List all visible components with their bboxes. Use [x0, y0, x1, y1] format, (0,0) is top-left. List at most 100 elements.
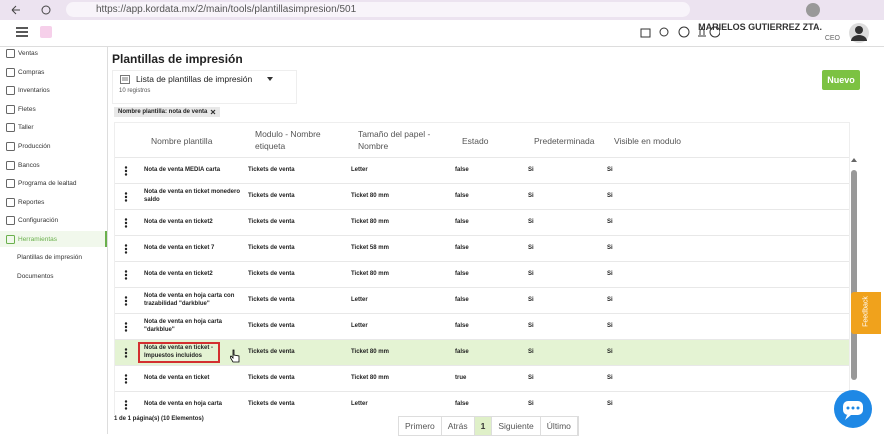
table-cell: Ticket 58 mm [351, 244, 389, 251]
table-row[interactable]: Nota de venta en hoja carta con trazabil… [115, 287, 849, 313]
table-cell: Nota de venta en ticket2 [144, 270, 213, 277]
row-menu[interactable] [124, 314, 130, 339]
table-cell: Si [607, 296, 613, 303]
table-row[interactable]: Nota de venta en hoja carta "darkblue" Ti… [115, 313, 849, 339]
row-menu[interactable] [124, 210, 130, 235]
page-button[interactable]: Primero [399, 417, 442, 435]
sidebar-item[interactable]: Taller [6, 123, 34, 133]
kebab-icon [124, 269, 128, 280]
table-cell: Si [528, 348, 534, 355]
column-header[interactable]: Modulo - Nombre etiqueta [255, 129, 321, 151]
table-row[interactable]: Nota de venta en ticket2 Tickets de venta… [115, 209, 849, 235]
table-row[interactable]: Nota de venta en ticket - Impuestos incl… [115, 339, 849, 365]
sidebar-label: Configuración [18, 217, 59, 225]
sidebar-item[interactable]: Compras [6, 67, 44, 77]
sidebar-icon [6, 67, 15, 77]
sidebar-item[interactable]: Producción [6, 142, 51, 151]
user-role: CEO [824, 35, 840, 42]
sidebar-item[interactable]: Inventarios [6, 86, 50, 96]
row-menu[interactable] [124, 184, 130, 209]
table-cell: false [455, 218, 469, 225]
sidebar-icon [6, 234, 15, 244]
sidebar-icon [6, 216, 15, 226]
table-row[interactable]: Nota de venta en ticket 7 Tickets de vent… [115, 235, 849, 261]
row-menu[interactable] [124, 262, 130, 287]
chat-button[interactable] [834, 390, 872, 428]
kebab-icon [124, 373, 128, 384]
view-selector[interactable] [112, 70, 297, 104]
page-button[interactable]: Siguiente [492, 417, 541, 435]
cursor-icon [229, 349, 240, 363]
row-menu[interactable] [124, 366, 130, 391]
table-cell: false [455, 400, 469, 407]
chat-icon [843, 401, 863, 420]
scrollbar[interactable] [850, 156, 858, 406]
filter-chip[interactable]: Nombre plantilla: nota de venta [114, 107, 221, 117]
record-count: 10 registros [119, 88, 151, 94]
sidebar-subitem[interactable]: Documentos [17, 272, 54, 280]
menu-icon[interactable] [16, 27, 28, 37]
sidebar-icon [6, 179, 15, 189]
row-menu[interactable] [124, 158, 130, 183]
row-menu[interactable] [124, 236, 130, 261]
table-row[interactable]: Nota de venta en ticket monedero saldo Ti… [115, 183, 849, 209]
column-header[interactable]: Visible en modulo [614, 136, 681, 146]
row-menu[interactable] [124, 288, 130, 313]
table-row[interactable]: Nota de venta MEDIA carta Tickets de vent… [115, 157, 849, 183]
sidebar-item[interactable]: Programa de lealtad [6, 179, 77, 189]
sidebar-item[interactable]: Fletes [6, 104, 36, 114]
table-cell: Tickets de venta [248, 218, 295, 225]
kebab-icon [124, 347, 128, 358]
sidebar-item[interactable]: Reportes [6, 197, 44, 207]
row-menu[interactable] [124, 340, 130, 365]
table-cell: Nota de venta en hoja carta [144, 400, 223, 407]
sidebar-icon [6, 49, 15, 58]
table-row[interactable]: Nota de venta en ticket2 Tickets de venta… [115, 261, 849, 287]
column-header[interactable]: Predeterminada [534, 136, 595, 146]
table-cell: Si [607, 166, 613, 173]
url-bar[interactable]: https://app.kordata.mx/2/main/tools/plan… [66, 2, 690, 17]
table-cell: Tickets de venta [248, 374, 295, 381]
kebab-icon [124, 165, 128, 176]
page-title: Plantillas de impresión [112, 52, 243, 66]
table-cell: Ticket 80 mm [351, 192, 389, 199]
feedback-tab[interactable] [851, 292, 881, 334]
page-button[interactable]: 1 [474, 417, 493, 435]
table-cell: Tickets de venta [248, 348, 295, 355]
page-button[interactable]: Atrás [442, 417, 475, 435]
new-button[interactable]: Nuevo [822, 70, 860, 90]
page-button[interactable]: Último [541, 417, 578, 435]
browser-toolbar: https://app.kordata.mx/2/main/tools/plan… [0, 0, 884, 20]
table-cell: Nota de venta en hoja carta "darkblue" [144, 319, 223, 333]
profile-avatar[interactable] [805, 2, 821, 18]
sidebar-subitem[interactable]: Plantillas de impresión [17, 254, 83, 262]
table-row[interactable]: Nota de venta en ticket Tickets de venta T… [115, 365, 849, 391]
table-cell: Tickets de venta [248, 192, 295, 199]
kebab-icon [124, 217, 128, 228]
table-cell: Ticket 80 mm [351, 374, 389, 381]
table-cell: Si [528, 322, 534, 329]
remove-filter[interactable] [210, 109, 216, 115]
selection-outline [138, 342, 220, 363]
table-cell: Si [607, 400, 613, 407]
user-avatar[interactable] [848, 22, 870, 44]
table-cell: false [455, 244, 469, 251]
sidebar-item[interactable]: Configuración [6, 216, 59, 226]
nav-icons [11, 5, 51, 15]
sidebar-item[interactable]: Herramientas [0, 231, 107, 247]
kebab-icon [124, 243, 128, 254]
sidebar-item[interactable]: Bancos [6, 160, 40, 170]
table-row[interactable]: Nota de venta en hoja carta Tickets de ve… [115, 391, 849, 415]
sidebar-label: Programa de lealtad [18, 180, 77, 188]
table-cell: Si [528, 166, 534, 173]
kebab-icon [124, 191, 128, 202]
row-menu[interactable] [124, 392, 130, 415]
view-name: Lista de plantillas de impresión [136, 74, 253, 84]
table-cell: false [455, 166, 469, 173]
column-header[interactable]: Estado [462, 136, 489, 146]
column-header[interactable]: Nombre plantilla [151, 136, 213, 146]
sidebar-item[interactable]: Ventas [6, 49, 38, 58]
column-header[interactable]: Tamaño del papel - Nombre [358, 129, 431, 151]
kebab-icon [124, 399, 128, 410]
